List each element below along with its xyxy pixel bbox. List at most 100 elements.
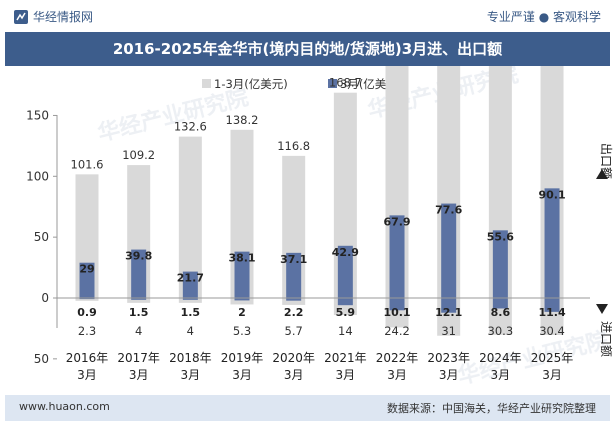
- label-import-q1: 31: [441, 324, 456, 338]
- chart-title: 2016-2025年金华市(境内目的地/货源地)3月进、出口额: [112, 40, 503, 58]
- x-tick-label-year: 2025年: [531, 351, 574, 365]
- bar-export-m3: [492, 230, 508, 298]
- x-tick-label-month: 3月: [336, 368, 356, 382]
- label-import-m3: 10.1: [383, 306, 410, 319]
- label-import-m3: 2: [238, 306, 246, 319]
- y-axis: 30025020015010050050: [26, 108, 58, 366]
- bar-export-m3: [286, 252, 302, 298]
- bar-export-m3: [544, 188, 560, 298]
- label-import-q1: 5.3: [233, 324, 251, 338]
- label-import-q1: 24.2: [384, 324, 410, 338]
- bar-import-q1: [75, 298, 99, 301]
- x-tick-label-year: 2018年: [169, 351, 212, 365]
- bar-import-q1: [178, 298, 202, 303]
- x-tick-label-month: 3月: [542, 368, 562, 382]
- label-export-m3: 42.9: [332, 246, 359, 259]
- label-export-m3: 77.6: [435, 204, 462, 217]
- brand-name: 华经情报网: [33, 10, 94, 24]
- bar-export-m3: [234, 251, 250, 298]
- up-arrow-icon: [596, 169, 608, 179]
- label-export-m3: 39.8: [125, 250, 152, 263]
- label-import-m3: 1.5: [181, 306, 201, 319]
- bar-import-m3: [389, 298, 405, 311]
- x-tick-label-month: 3月: [129, 368, 149, 382]
- y-tick-label: 50: [34, 230, 49, 244]
- label-export-m3: 67.9: [383, 215, 410, 228]
- label-import-m3: 8.6: [491, 306, 511, 319]
- label-export-m3: 29: [79, 263, 94, 276]
- bar-import-m3: [286, 298, 302, 301]
- y-tick-label: 0: [41, 291, 49, 305]
- x-tick-label-year: 2023年: [427, 351, 470, 365]
- bar-export-m3: [337, 245, 353, 298]
- label-import-q1: 4: [187, 324, 194, 338]
- label-import-q1: 2.3: [78, 324, 96, 338]
- legend-label-q1: 1-3月(亿美元): [214, 77, 288, 91]
- bar-import-m3: [131, 298, 147, 300]
- x-tick-label-year: 2019年: [221, 351, 264, 365]
- title-bar: 2016-2025年金华市(境内目的地/货源地)3月进、出口额: [5, 32, 610, 66]
- bar-export-m3: [79, 262, 95, 298]
- label-export-m3: 90.1: [538, 188, 565, 201]
- y-tick-label: 50: [34, 352, 49, 366]
- axis-label-import: 进口额: [599, 321, 613, 357]
- footer-url[interactable]: www.huaon.com: [19, 400, 110, 413]
- y-tick-label: 100: [26, 169, 49, 183]
- label-import-m3: 11.4: [538, 306, 565, 319]
- y-tick-label: 150: [26, 108, 49, 122]
- label-import-q1: 30.3: [488, 324, 514, 338]
- label-export-m3: 38.1: [228, 252, 255, 265]
- x-tick-label-month: 3月: [181, 368, 201, 382]
- chart: 1-3月(亿美元) 3月(亿美元) 华经产业研究院 华经产业研究院 华经产业研究…: [26, 66, 613, 390]
- label-export-m3: 37.1: [280, 253, 307, 266]
- down-arrow-icon: [596, 304, 608, 314]
- label-import-m3: 12.1: [435, 306, 462, 319]
- label-export-q1: 101.6: [71, 157, 104, 171]
- x-tick-label-month: 3月: [387, 368, 407, 382]
- label-export-m3: 21.7: [177, 272, 204, 285]
- legend-swatch-q1: [202, 79, 211, 88]
- bar-import-m3: [182, 298, 198, 300]
- bar-import-m3: [234, 298, 250, 301]
- label-export-q1: 109.2: [122, 148, 155, 162]
- label-export-q1: 116.8: [277, 139, 310, 153]
- label-import-m3: 1.5: [129, 306, 149, 319]
- label-import-m3: 2.2: [284, 306, 304, 319]
- x-tick-label-year: 2016年: [66, 351, 109, 365]
- bar-import-q1: [230, 298, 254, 305]
- bar-export-m3: [389, 215, 405, 298]
- label-import-q1: 5.7: [285, 324, 303, 338]
- legend-swatch-m3: [328, 79, 337, 88]
- label-import-m3: 0.9: [77, 306, 97, 319]
- x-tick-label-month: 3月: [439, 368, 459, 382]
- label-export-m3: 55.6: [487, 230, 514, 243]
- x-tick-label-year: 2021年: [324, 351, 367, 365]
- x-tick-label-month: 3月: [77, 368, 97, 382]
- logo-icon: [14, 9, 28, 24]
- bar-export-m3: [131, 249, 147, 298]
- label-export-q1: 138.2: [226, 113, 259, 127]
- x-tick-label-year: 2020年: [272, 351, 315, 365]
- bar-export-q1: [178, 136, 202, 298]
- data-labels: 101.6 29 0.9 2.3 109.2 39.8 1.5 4 132.6 21.7 1.5 4 1…: [71, 76, 566, 338]
- bar-import-q1: [127, 298, 151, 303]
- label-import-q1: 4: [135, 324, 142, 338]
- label-export-q1: 168.7: [329, 76, 362, 90]
- footer: www.huaon.com 数据来源：中国海关，华经产业研究院整理: [5, 395, 610, 421]
- brand[interactable]: 华经情报网: [14, 8, 93, 25]
- x-tick-label-year: 2022年: [376, 351, 419, 365]
- bar-import-m3: [492, 298, 508, 309]
- label-import-m3: 5.9: [336, 306, 356, 319]
- bar-import-m3: [544, 298, 560, 312]
- x-tick-label-month: 3月: [284, 368, 304, 382]
- bar-import-m3: [337, 298, 353, 306]
- top-bar: 华经情报网 专业严谨 ● 客观科学: [0, 0, 615, 32]
- x-tick-label-month: 3月: [491, 368, 511, 382]
- x-axis: 2016年 3月 2017年 3月 2018年 3月 2019年 3月 2020年 3月 2021年…: [57, 297, 590, 382]
- label-import-q1: 14: [338, 324, 353, 338]
- x-tick-label-month: 3月: [232, 368, 252, 382]
- bar-import-m3: [79, 298, 95, 300]
- label-import-q1: 30.4: [539, 324, 565, 338]
- bar-import-q1: [282, 298, 306, 305]
